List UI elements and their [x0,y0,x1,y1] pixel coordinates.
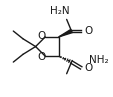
Text: NH₂: NH₂ [88,55,108,65]
Polygon shape [58,29,72,37]
Text: O: O [84,26,92,36]
Text: O: O [84,63,92,73]
Text: O: O [37,31,45,41]
Text: H₂N: H₂N [50,6,69,16]
Text: O: O [37,52,45,62]
